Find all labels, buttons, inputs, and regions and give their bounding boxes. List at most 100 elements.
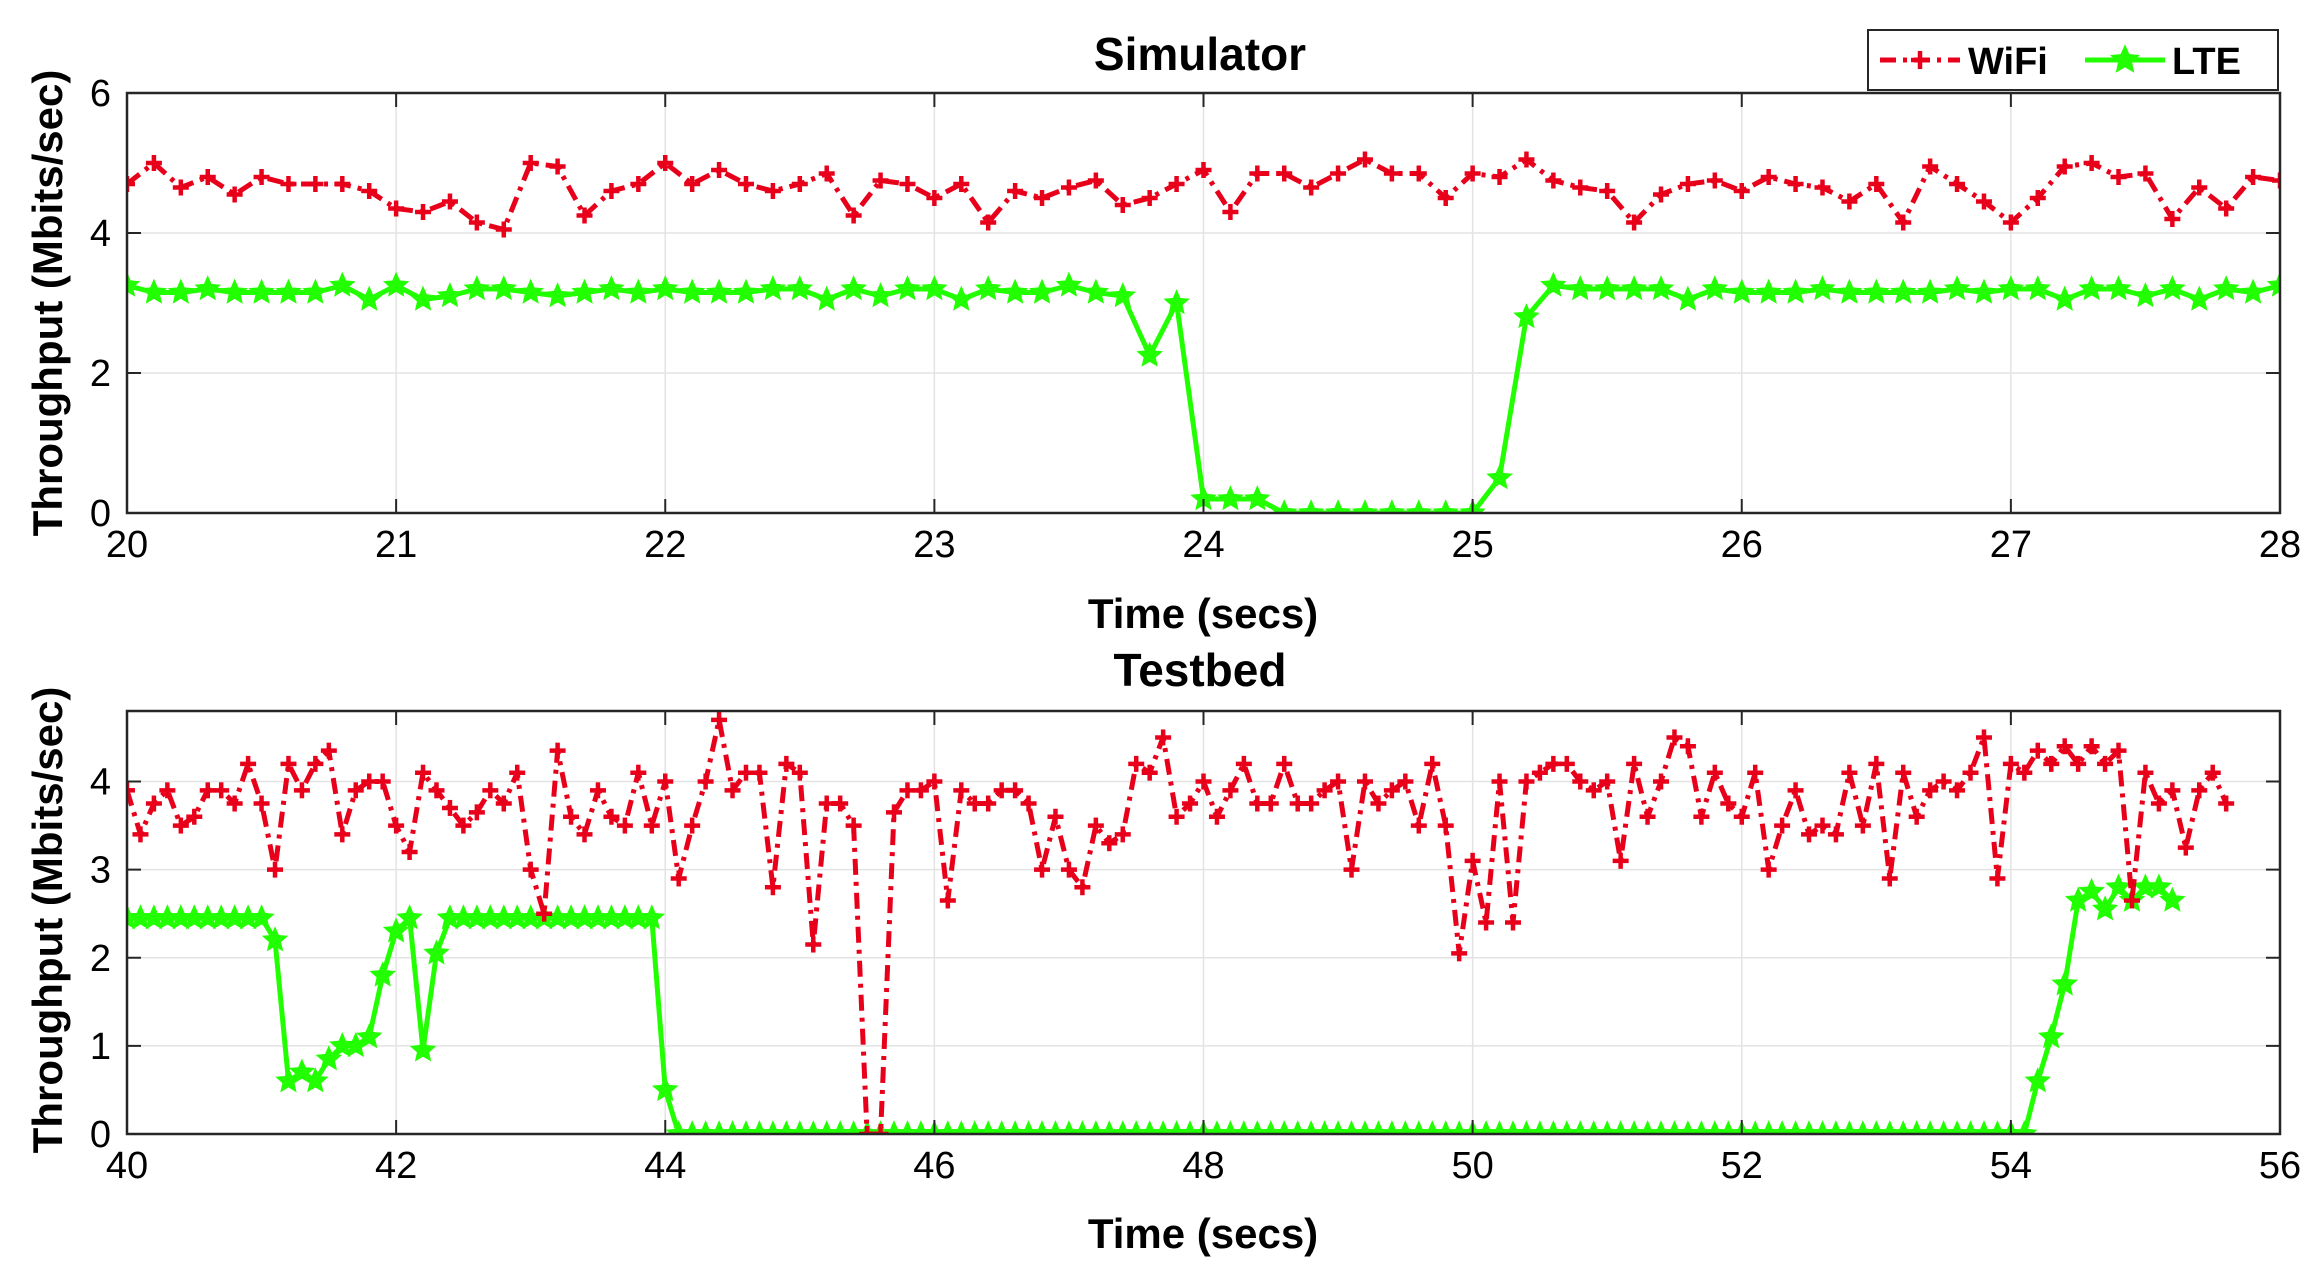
data-point-lte (2145, 873, 2173, 899)
data-point-lte (1378, 499, 1406, 513)
data-point-lte (382, 271, 410, 297)
data-point-wifi (1410, 165, 1427, 182)
data-point-wifi (1572, 179, 1589, 196)
data-point-wifi (1868, 755, 1885, 772)
data-point-wifi (2002, 214, 2019, 231)
data-point-wifi (1383, 165, 1400, 182)
data-point-wifi (2083, 738, 2100, 755)
legend-star-marker (2109, 44, 2141, 73)
data-point-wifi (1841, 193, 1858, 210)
data-point-wifi (1303, 179, 1320, 196)
data-point-lte (127, 271, 141, 297)
data-point-lte (1324, 499, 1352, 513)
data-point-wifi (159, 782, 176, 799)
data-point-wifi (1922, 782, 1939, 799)
data-point-wifi (1706, 172, 1723, 189)
data-point-lte (894, 275, 921, 301)
data-point-wifi (1881, 870, 1898, 887)
data-point-wifi (441, 799, 458, 816)
data-point-wifi (778, 755, 795, 772)
data-point-wifi (1128, 755, 1145, 772)
data-point-wifi (872, 172, 889, 189)
data-point-wifi (428, 782, 445, 799)
data-point-lte (409, 285, 437, 311)
data-point-wifi (334, 176, 351, 192)
data-point-wifi (1249, 165, 1266, 182)
data-point-lte (732, 278, 760, 304)
data-point-wifi (603, 808, 620, 825)
data-point-wifi (320, 742, 337, 759)
data-point-wifi (172, 817, 189, 834)
data-point-wifi (1774, 817, 1791, 834)
data-point-wifi (1935, 773, 1952, 790)
data-point-lte (1217, 485, 1244, 511)
data-point-lte (1863, 278, 1890, 304)
y-tick-label: 2 (90, 938, 111, 980)
data-point-wifi (643, 817, 660, 834)
panel-testbed: Testbed 40 42 44 46 48 50 52 54 56 0 1 2 3 4 Time (se… (24, 644, 2301, 1257)
series-group (127, 711, 2235, 1134)
data-point-wifi (226, 186, 243, 203)
data-point-lte (1593, 275, 1621, 301)
data-point-lte (1486, 464, 1513, 490)
data-point-wifi (563, 808, 580, 825)
data-point-lte (813, 285, 840, 311)
data-point-wifi (549, 742, 566, 759)
data-point-wifi (2137, 165, 2154, 182)
y-tick-label: 2 (90, 353, 111, 395)
data-point-wifi (2070, 755, 2087, 772)
data-point-wifi (966, 795, 983, 812)
data-point-wifi (1868, 176, 1885, 192)
data-point-wifi (2204, 764, 2221, 781)
data-point-lte (867, 282, 894, 308)
data-point-wifi (1356, 151, 1373, 168)
x-tick-label: 46 (913, 1145, 955, 1187)
data-point-wifi (1949, 782, 1966, 799)
data-point-wifi (2191, 782, 2208, 799)
data-point-wifi (684, 817, 701, 834)
data-point-wifi (1007, 782, 1024, 799)
data-point-wifi (509, 764, 526, 781)
data-point-wifi (2177, 839, 2194, 856)
data-point-wifi (1303, 795, 1320, 812)
data-point-wifi (1330, 773, 1347, 790)
data-point-wifi (1195, 162, 1212, 178)
data-point-lte (248, 904, 275, 930)
data-point-wifi (980, 795, 997, 812)
data-point-wifi (872, 1126, 889, 1134)
data-point-wifi (226, 795, 243, 812)
legend-lte-label: LTE (2172, 41, 2241, 83)
data-point-wifi (912, 782, 929, 799)
data-point-wifi (172, 179, 189, 196)
data-point-wifi (334, 826, 351, 843)
data-point-lte (463, 275, 491, 301)
data-point-wifi (1222, 204, 1239, 220)
data-point-wifi (657, 155, 674, 171)
data-point-wifi (953, 782, 970, 799)
data-point-lte (1943, 275, 1971, 301)
data-point-wifi (1531, 764, 1548, 781)
data-point-wifi (1114, 826, 1131, 843)
data-point-wifi (1801, 826, 1818, 843)
data-point-wifi (1706, 764, 1723, 781)
chart-title: Simulator (1094, 28, 1306, 80)
data-point-wifi (415, 204, 432, 220)
x-tick-label: 42 (375, 1145, 417, 1187)
y-axis-label: Throughput (Mbits/sec) (24, 70, 71, 537)
data-point-wifi (1599, 183, 1616, 199)
data-point-lte (840, 275, 867, 301)
data-point-wifi (1370, 795, 1387, 812)
data-point-wifi (818, 165, 835, 182)
data-point-wifi (1007, 183, 1024, 199)
data-point-wifi (1720, 795, 1737, 812)
data-point-wifi (1599, 773, 1616, 790)
data-point-lte (598, 275, 625, 301)
data-point-lte (2159, 275, 2186, 301)
data-point-wifi (468, 214, 485, 231)
data-point-wifi (1585, 782, 1602, 799)
x-axis-label: Time (secs) (1088, 590, 1318, 637)
data-point-wifi (1491, 169, 1508, 185)
data-point-lte (409, 1036, 437, 1062)
data-point-wifi (145, 795, 162, 812)
